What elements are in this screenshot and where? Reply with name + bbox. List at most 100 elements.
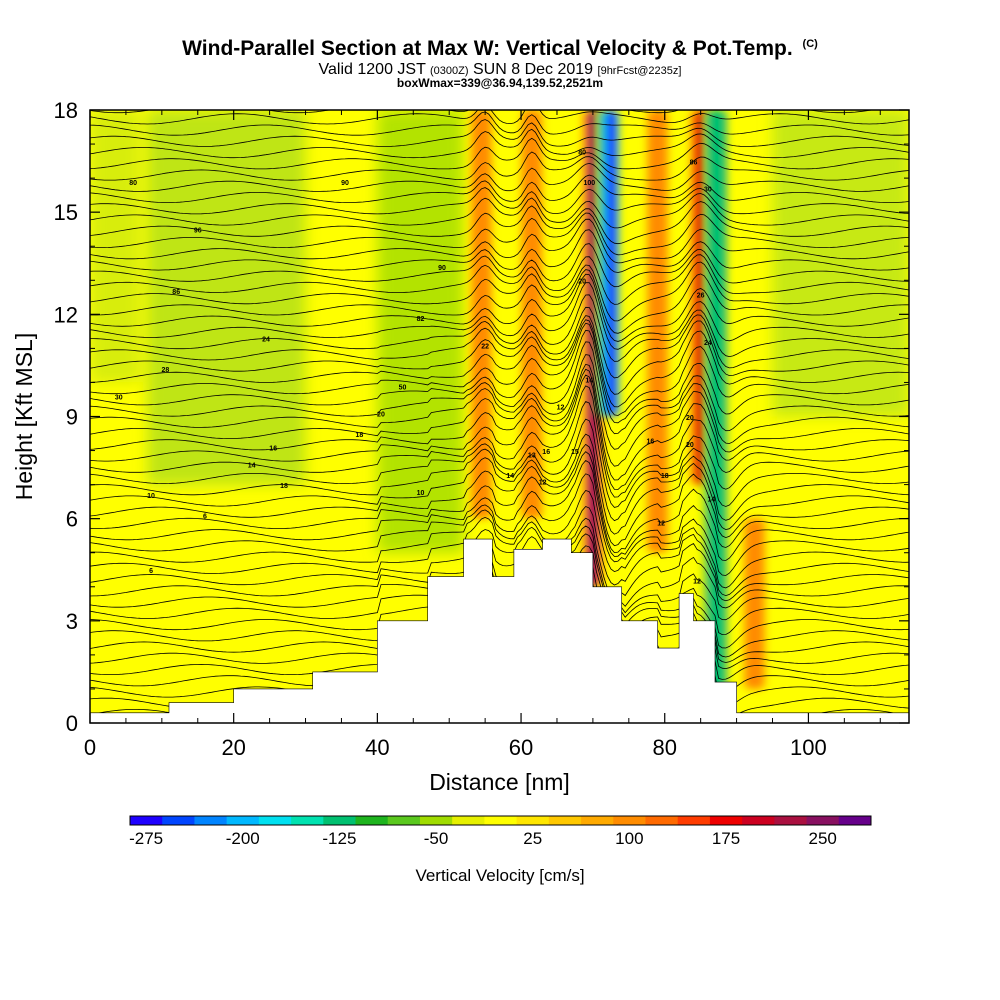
isentrope-label: 82 <box>417 316 425 323</box>
isentrope-line <box>90 315 909 395</box>
isentrope-line <box>90 229 909 273</box>
isentrope-line <box>90 329 909 424</box>
subtitle-utc: (0300Z) <box>430 65 469 77</box>
terrain-shape <box>90 538 909 723</box>
isentrope-line <box>90 374 909 490</box>
isentrope-line <box>90 119 909 147</box>
isentrope-line <box>90 368 909 481</box>
isentrope-line <box>90 201 909 245</box>
colorbar-swatch <box>323 816 357 825</box>
isentrope-label: 28 <box>162 367 170 374</box>
colorbar-swatch <box>613 816 646 825</box>
colorbar-swatch <box>194 816 228 825</box>
isentrope-line <box>90 110 875 114</box>
isentrope-label: 12 <box>539 480 547 487</box>
isentrope-line <box>90 261 909 322</box>
isentrope-line <box>90 506 909 597</box>
isentrope-line <box>90 243 909 288</box>
colorbar-tick-label: 175 <box>712 829 740 848</box>
isentrope-label: 18 <box>280 483 288 490</box>
isentrope-line <box>90 269 909 334</box>
y-tick-label: 15 <box>54 200 78 225</box>
colorbar-frame <box>129 815 872 826</box>
isentrope-line <box>90 525 909 609</box>
isentrope-label: 80 <box>129 180 137 187</box>
isentrope-label: 16 <box>646 439 654 446</box>
colorbar-swatch <box>806 816 840 825</box>
isentrope-line <box>90 490 909 589</box>
isentrope-line <box>90 517 909 602</box>
isentrope-label: 90 <box>438 265 446 272</box>
isentrope-line <box>90 306 909 379</box>
x-tick-label: 100 <box>790 735 827 760</box>
isentrope-label: 86 <box>172 289 180 296</box>
isentrope-line <box>90 400 909 508</box>
isentrope-line <box>90 443 909 547</box>
isentrope-label: 20 <box>377 412 385 419</box>
isentrope-label: 20 <box>686 415 694 422</box>
isentrope-line <box>90 71 909 101</box>
colorbar-swatch <box>387 816 421 825</box>
copyright-mark: (C) <box>802 38 818 50</box>
isentrope-line <box>90 385 909 498</box>
colorbar: -275 -200 -125 -50 25 100 175 250 <box>129 815 872 848</box>
isentrope-label: 100 <box>583 180 595 187</box>
isentrope-label: 12 <box>693 578 701 585</box>
velocity-core <box>744 518 765 689</box>
isentrope-label: 30 <box>115 394 123 401</box>
isentrope-line <box>90 174 909 203</box>
isentrope-label: 26 <box>697 292 705 299</box>
y-tick-label: 0 <box>66 711 78 736</box>
isentrope-line <box>90 128 909 159</box>
isentrope-line <box>90 459 909 561</box>
isentrope-label: 90 <box>341 180 349 187</box>
colorbar-swatch <box>677 816 711 825</box>
colorbar-swatch <box>162 816 195 825</box>
isentrope-line <box>90 473 909 576</box>
isentrope-label: 13 <box>528 452 536 459</box>
isentrope-label: 96 <box>194 228 202 235</box>
field-band <box>147 110 306 485</box>
isentrope-label: 20 <box>578 279 586 286</box>
x-tick-label: 40 <box>365 735 389 760</box>
colorbar-tick-label: -125 <box>322 829 356 848</box>
chart-title: Wind-Parallel Section at Max W: Vertical… <box>0 37 1000 61</box>
isentrope-line <box>90 111 909 136</box>
colorbar-swatch <box>645 816 679 825</box>
isentrope-label: 16 <box>269 446 277 453</box>
isentrope-line <box>90 218 909 264</box>
field-band <box>377 110 464 553</box>
isentrope-label: 20 <box>686 442 694 449</box>
velocity-core <box>647 110 668 553</box>
colorbar-swatch <box>742 816 775 825</box>
isentrope-label: 14 <box>506 473 514 480</box>
axes: 0 20 40 60 80 100 0 3 6 9 12 15 18 Distance [nm] Heigh… <box>11 98 909 795</box>
isentrope-label: 15 <box>571 449 579 456</box>
isentrope-line <box>90 294 909 362</box>
isentrope-label: 14 <box>585 377 593 384</box>
isentrope-label: 86 <box>690 159 698 166</box>
y-tick-label: 9 <box>66 405 78 430</box>
isentrope-label: 24 <box>704 340 712 347</box>
chart-subtitle: Valid 1200 JST (0300Z) SUN 8 Dec 2019 [9… <box>0 61 1000 79</box>
colorbar-swatch <box>226 816 260 825</box>
colorbar-tick-label: -200 <box>226 829 260 848</box>
x-axis-label: Distance [nm] <box>429 769 570 795</box>
colorbar-swatch <box>452 816 485 825</box>
isentrope-label: 80 <box>578 149 586 156</box>
colorbar-swatch <box>484 816 518 825</box>
colorbar-swatch <box>130 816 163 825</box>
y-tick-label: 12 <box>54 302 78 327</box>
subtitle-date: SUN 8 Dec 2019 <box>473 61 594 78</box>
colorbar-tick-label: -275 <box>129 829 163 848</box>
isentrope-label: 50 <box>399 384 407 391</box>
chart-subtitle-box: boxWmax=339@36.94,139.52,2521m <box>396 76 604 90</box>
subtitle-forecast: [9hrFcst@2235z] <box>597 65 682 77</box>
isentrope-line <box>90 187 909 215</box>
colorbar-swatch <box>581 816 614 825</box>
colorbar-swatch <box>516 816 550 825</box>
colorbar-tick-label: 250 <box>808 829 836 848</box>
isentrope-label: 18 <box>661 473 669 480</box>
isentrope-line <box>90 418 909 522</box>
field-upper-zone <box>90 110 909 553</box>
